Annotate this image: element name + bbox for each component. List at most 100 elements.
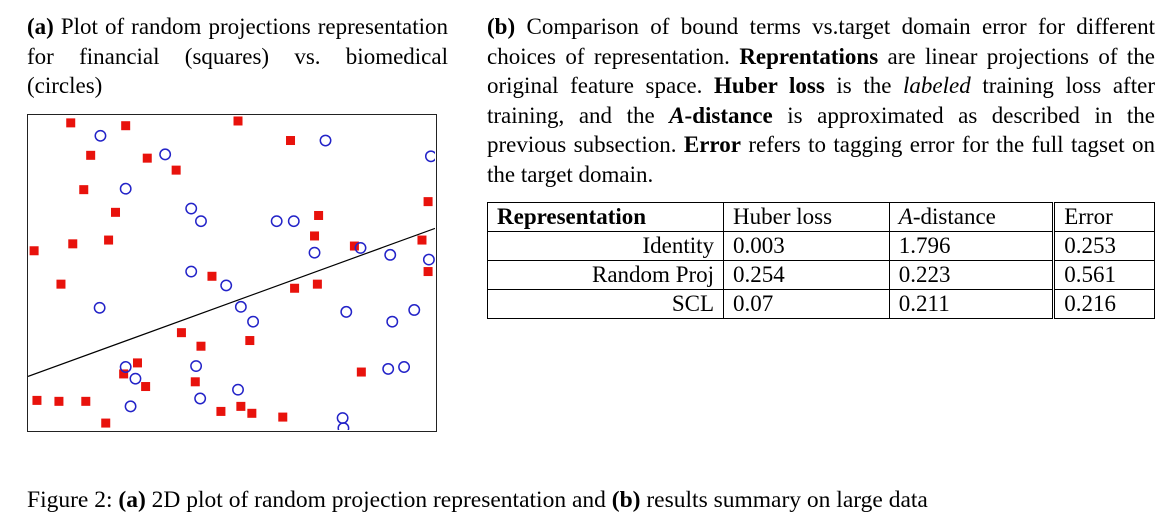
- data-point-circle: [119, 360, 132, 373]
- data-point-square: [423, 196, 433, 206]
- data-point-square: [121, 120, 131, 130]
- data-point-circle: [398, 360, 411, 373]
- data-point-square: [101, 418, 111, 428]
- data-point-square: [245, 335, 255, 345]
- data-point-circle: [287, 214, 300, 227]
- text-segment: 2D plot of random projection representat…: [145, 487, 612, 513]
- data-point-square: [68, 238, 78, 248]
- text-segment: (a): [27, 14, 61, 39]
- data-point-square: [141, 381, 151, 391]
- data-point-square: [56, 279, 66, 289]
- panel-b-caption: (b) Comparison of bound terms vs.target …: [487, 12, 1155, 189]
- data-point-square: [32, 395, 42, 405]
- text-segment: Figure 2:: [27, 487, 119, 513]
- data-point-circle: [319, 134, 332, 146]
- data-point-square: [356, 367, 366, 377]
- results-table-cell: 0.253: [1052, 231, 1155, 261]
- data-point-circle: [194, 392, 207, 404]
- results-table-header-cell: A-distance: [888, 202, 1055, 232]
- data-point-circle: [247, 315, 260, 328]
- results-table-row: Random Proj 0.254 0.223 0.561: [486, 260, 1155, 290]
- data-point-circle: [129, 372, 142, 385]
- panel-a-caption: (a) Plot of random projections represent…: [27, 12, 448, 101]
- data-point-circle: [384, 248, 397, 261]
- data-point-square: [111, 207, 121, 217]
- scatter-plot: [27, 113, 437, 432]
- text-segment: (a): [118, 487, 146, 513]
- data-point-circle: [232, 383, 244, 396]
- data-point-square: [29, 245, 39, 255]
- text-segment: Error: [1064, 204, 1113, 229]
- text-segment: (b): [487, 14, 527, 39]
- panel-a: (a) Plot of random projections represent…: [27, 12, 448, 432]
- data-point-square: [236, 401, 246, 411]
- results-table: Representation Huber loss A-distance Error …: [486, 202, 1155, 319]
- text-segment: results summary on large data: [640, 487, 928, 513]
- text-segment: A: [898, 204, 913, 229]
- data-point-square: [190, 376, 200, 386]
- text-segment: Huber loss: [713, 73, 825, 98]
- data-point-square: [79, 184, 89, 194]
- text-segment: are linear projections of the original f…: [487, 43, 1155, 99]
- results-table-cell: Identity: [486, 231, 725, 261]
- data-point-circle: [93, 301, 106, 314]
- separator-line: [28, 227, 435, 377]
- data-point-circle: [337, 421, 350, 430]
- data-point-circle: [422, 253, 435, 266]
- text-segment: (b): [611, 487, 641, 513]
- data-point-square: [278, 412, 288, 422]
- results-table-cell: SCL: [486, 289, 725, 319]
- results-table-cell: 0.216: [1052, 289, 1155, 319]
- results-table-cell: 0.003: [723, 231, 890, 261]
- text-segment: -distance: [912, 204, 996, 229]
- text-segment: Error: [683, 132, 741, 157]
- data-point-circle: [308, 246, 321, 259]
- results-table-row: SCL 0.07 0.211 0.216: [486, 289, 1155, 319]
- results-table-header-cell: Huber loss: [723, 202, 890, 232]
- text-segment: training loss after training, and the: [487, 73, 1155, 128]
- data-point-circle: [190, 359, 203, 372]
- text-segment: Reprentations: [739, 43, 879, 69]
- data-point-square: [171, 165, 181, 175]
- data-point-square: [312, 279, 322, 289]
- data-point-square: [310, 230, 320, 240]
- data-point-square: [142, 153, 152, 163]
- text-segment: labeled: [903, 73, 971, 98]
- data-point-square: [233, 115, 243, 125]
- data-point-square: [119, 368, 129, 378]
- data-point-circle: [386, 315, 399, 328]
- data-point-square: [216, 406, 226, 416]
- text-segment: Plot of random projections representatio…: [27, 14, 448, 98]
- scatter-plot-svg: [28, 115, 435, 430]
- results-table-body: Identity 0.003 1.796 0.253 Random Proj 0.254 0…: [486, 231, 1155, 319]
- results-table-row: Identity 0.003 1.796 0.253: [486, 231, 1155, 261]
- data-point-circle: [124, 399, 137, 412]
- data-point-circle: [185, 202, 198, 215]
- figure-caption: Figure 2: (a) 2D plot of random projecti…: [27, 487, 1167, 514]
- data-point-circle: [234, 300, 247, 313]
- data-point-square: [104, 235, 114, 245]
- text-segment: Representation: [497, 204, 647, 229]
- data-point-square: [349, 241, 359, 251]
- data-point-circle: [354, 241, 367, 254]
- data-point-square: [54, 396, 64, 406]
- results-table-cell: 0.561: [1052, 260, 1155, 290]
- data-point-circle: [220, 278, 233, 291]
- results-table-cell: 0.223: [888, 260, 1055, 290]
- data-point-circle: [340, 305, 353, 318]
- data-point-circle: [119, 182, 132, 195]
- data-point-circle: [185, 265, 198, 278]
- text-segment: Huber loss: [733, 204, 833, 229]
- data-point-square: [314, 210, 324, 220]
- results-table-cell: 1.796: [888, 231, 1055, 261]
- data-point-square: [417, 235, 427, 245]
- data-point-square: [81, 396, 91, 406]
- results-table-cell: 0.07: [723, 289, 890, 319]
- data-point-circle: [336, 411, 349, 424]
- data-point-circle: [382, 362, 395, 375]
- data-point-circle: [195, 214, 207, 227]
- data-point-circle: [270, 214, 283, 227]
- data-point-square: [176, 327, 186, 337]
- results-table-header-row: Representation Huber loss A-distance Error: [486, 202, 1155, 232]
- results-table-cell: 0.254: [723, 260, 890, 290]
